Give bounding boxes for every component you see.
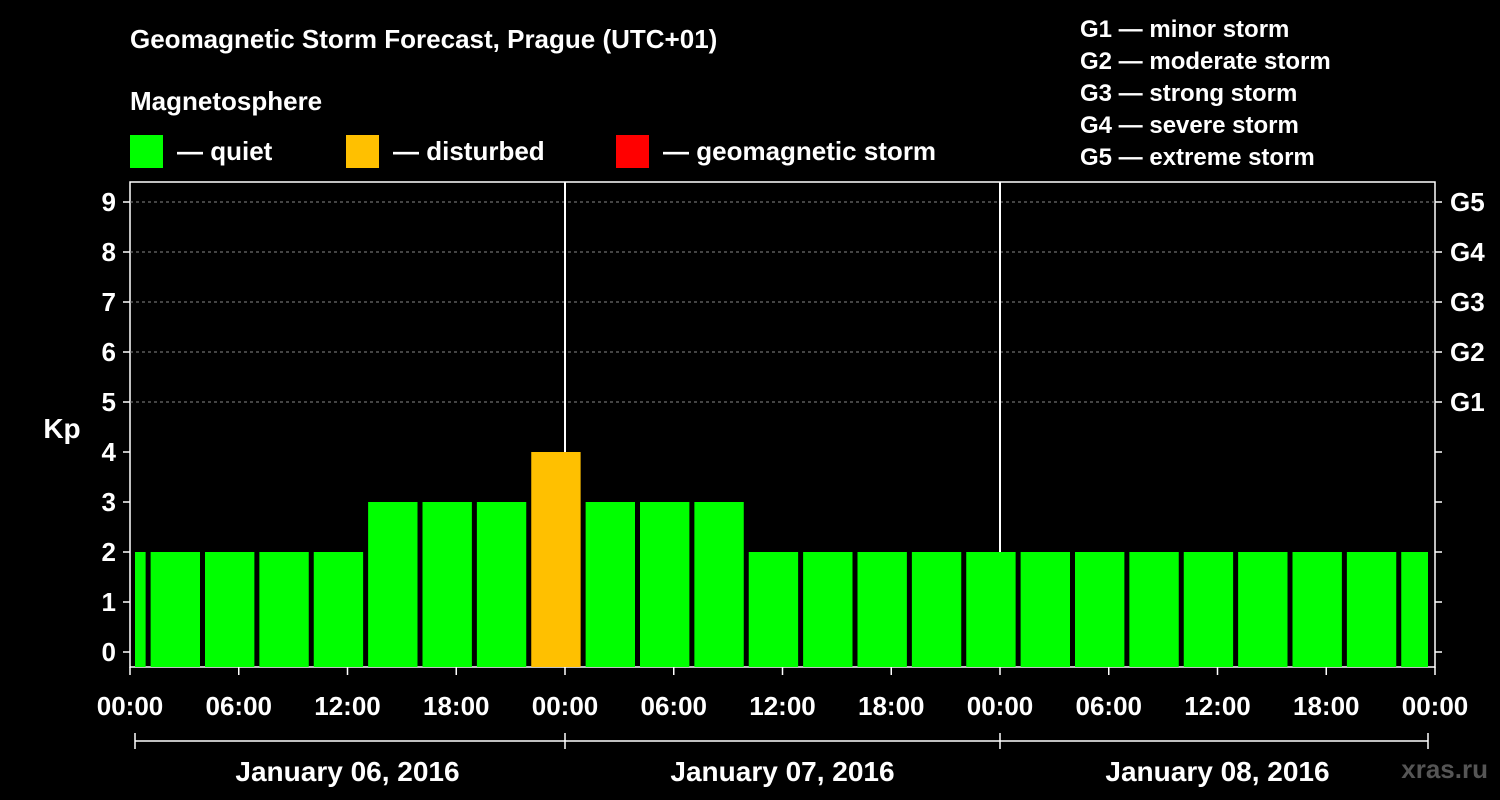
legend-heading: Magnetosphere [130,86,323,116]
x-tick-label: 00:00 [1402,691,1469,721]
storm-scale-item: G5 — extreme storm [1080,144,1315,171]
kp-bar [150,552,200,667]
y-tick-label: 3 [102,487,116,517]
legend-item-quiet: — quiet [130,134,272,168]
kp-bar [259,552,309,667]
legend-swatch-disturbed [346,134,379,168]
kp-bar [1238,552,1288,667]
kp-bar [368,502,418,667]
kp-bar [585,502,635,667]
kp-bar [911,552,962,667]
storm-level-label: G1 [1450,387,1485,417]
kp-bar [694,502,744,667]
storm-level-label: G2 [1450,337,1485,367]
kp-bar [422,502,472,667]
storm-scale-item: G3 — strong storm [1080,80,1298,107]
storm-scale-item: G4 — severe storm [1080,112,1299,139]
legend-label-disturbed: — disturbed [393,135,545,166]
kp-bar [135,552,146,667]
kp-bar [857,552,907,667]
y-tick-label: 2 [102,537,116,567]
y-tick-label: 5 [102,387,116,417]
y-tick-label: 8 [102,237,116,267]
kp-bar [476,502,527,667]
y-tick-label: 0 [102,637,116,667]
y-tick-label: 1 [102,587,116,617]
x-tick-label: 06:00 [1076,691,1143,721]
chart-title: Geomagnetic Storm Forecast, Prague (UTC+… [130,24,718,54]
storm-level-label: G3 [1450,287,1485,317]
x-tick-label: 18:00 [1293,691,1360,721]
x-tick-label: 06:00 [206,691,273,721]
y-axis-label: Kp [43,413,80,444]
legend-item-disturbed: — disturbed [346,134,545,168]
x-tick-label: 18:00 [423,691,490,721]
y-tick-label: 4 [102,437,117,467]
kp-bar [313,552,364,667]
day-label: January 07, 2016 [670,756,894,787]
kp-bar [1401,552,1428,667]
storm-level-label: G5 [1450,187,1485,217]
kp-bar [640,502,690,667]
x-tick-label: 06:00 [641,691,708,721]
x-tick-label: 00:00 [532,691,599,721]
x-tick-label: 12:00 [749,691,816,721]
legend-label-quiet: — quiet [177,135,273,166]
storm-scale-list: G1 — minor storm G2 — moderate storm G3 … [1080,14,1331,174]
kp-bar [531,452,581,667]
y-tick-label: 9 [102,187,116,217]
x-tick-label: 00:00 [967,691,1034,721]
legend-label-storm: — geomagnetic storm [663,135,937,166]
kp-bar [205,552,255,667]
kp-bar [748,552,799,667]
legend-item-storm: — geomagnetic storm [616,134,936,168]
kp-bar [803,552,853,667]
x-tick-label: 00:00 [97,691,164,721]
storm-level-label: G4 [1450,237,1485,267]
kp-bar [1020,552,1070,667]
x-tick-label: 12:00 [1184,691,1251,721]
kp-bar [1292,552,1342,667]
x-tick-label: 18:00 [858,691,925,721]
day-label: January 06, 2016 [235,756,459,787]
y-tick-label: 7 [102,287,116,317]
kp-bar [1183,552,1234,667]
day-label: January 08, 2016 [1105,756,1329,787]
storm-scale-item: G1 — minor storm [1080,16,1290,43]
y-tick-label: 6 [102,337,116,367]
credit-text: xras.ru [1401,754,1488,784]
kp-bar [1346,552,1397,667]
kp-bar [966,552,1016,667]
kp-bar [1075,552,1125,667]
legend-swatch-quiet [130,134,163,168]
storm-scale-item: G2 — moderate storm [1080,48,1331,75]
legend-swatch-storm [616,134,649,168]
kp-bar [1129,552,1179,667]
x-tick-label: 12:00 [314,691,381,721]
